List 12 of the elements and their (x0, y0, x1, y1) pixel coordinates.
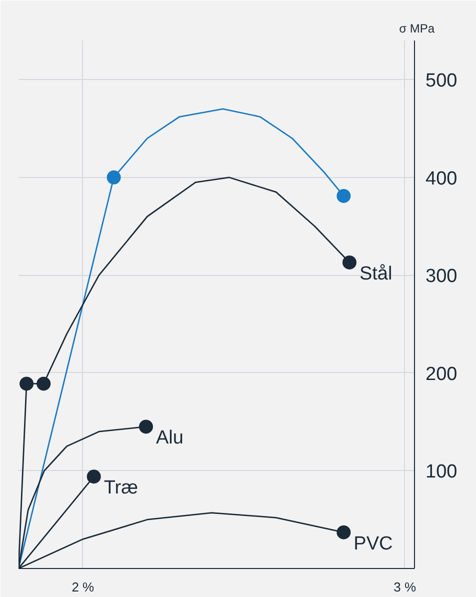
y-tick-label: 400 (426, 168, 458, 190)
x-tick-label: 3 % (394, 580, 416, 594)
x-tick-label: 2 % (72, 580, 95, 594)
series-label: Træ (104, 478, 138, 499)
series-label: PVC (354, 533, 393, 554)
y-tick-label: 300 (426, 266, 458, 288)
series-label: Stål (359, 263, 392, 284)
series-label: Alu (156, 428, 184, 449)
y-axis-title: σ MPa (399, 22, 435, 36)
y-tick-label: 100 (426, 462, 458, 483)
y-tick-label: 200 (426, 364, 458, 385)
y-tick-label: 500 (426, 70, 458, 92)
